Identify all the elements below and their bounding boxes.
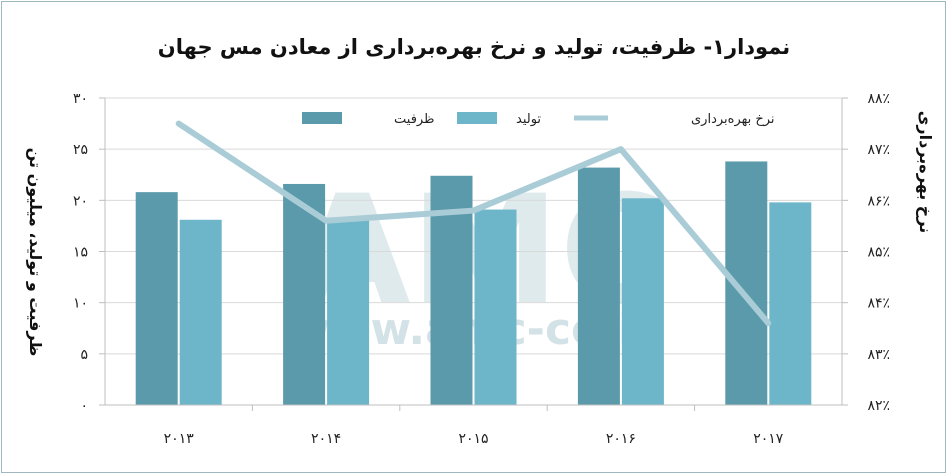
x-tick-label: ۲۰۱۳: [164, 431, 195, 447]
bars: [135, 161, 812, 405]
chart-title: نمودار۱- ظرفیت، تولید و نرخ بهره‌برداری …: [158, 35, 790, 59]
bar-production: [769, 202, 812, 405]
legend: ظرفیت تولید نرخ بهره‌برداری: [302, 112, 775, 127]
legend-swatch-production: [457, 112, 497, 124]
bar-capacity: [135, 192, 178, 405]
bar-capacity: [283, 183, 326, 405]
y2-tick-label: ۸۷٪: [867, 142, 890, 158]
bar-capacity: [577, 167, 620, 405]
y-tick-label: ۰: [80, 398, 88, 414]
y-tick-label: ۳۰: [73, 91, 88, 107]
y-tick-label: ۲۵: [73, 142, 88, 158]
y2-tick-label: ۸۸٪: [867, 91, 890, 107]
legend-label: ظرفیت: [394, 112, 434, 127]
grid-lines: [105, 97, 842, 355]
y-tick-label: ۵: [80, 347, 88, 363]
x-tick-label: ۲۰۱۶: [606, 431, 636, 447]
x-tick-label: ۲۰۱۷: [753, 431, 784, 447]
y2-tick-label: ۸۲٪: [867, 398, 890, 414]
y-tick-label: ۱۵: [73, 245, 88, 261]
bar-production: [621, 198, 664, 405]
y2-tick-label: ۸۳٪: [867, 347, 890, 363]
y-axis-title: ظرفیت و تولید، میلیون تن: [26, 148, 45, 357]
bar-production: [179, 219, 222, 405]
axes: ۰ ۵ ۱۰ ۱۵ ۲۰ ۲۵ ۳۰ ۸۲٪ ۸۳٪ ۸۴٪ ۸۵٪ ۸۶٪ ۸۷٪ ۸۸٪ ۲۰۱۳ ۲۰۱…: [26, 91, 935, 447]
legend-label: تولید: [516, 112, 541, 127]
x-tick-label: ۲۰۱۴: [311, 431, 341, 447]
y2-tick-label: ۸۶٪: [867, 193, 890, 209]
legend-swatch-capacity: [302, 112, 342, 124]
y-tick-label: ۱۰: [73, 296, 88, 312]
utilization-line: [175, 120, 772, 327]
x-tick-label: ۲۰۱۵: [458, 431, 488, 447]
y2-tick-label: ۸۴٪: [867, 296, 890, 312]
y2-axis-title: نرخ بهره‌برداری: [916, 111, 935, 234]
bar-production: [474, 209, 517, 405]
y-tick-label: ۲۰: [73, 193, 88, 209]
y2-tick-label: ۸۵٪: [867, 245, 890, 261]
legend-label: نرخ بهره‌برداری: [691, 112, 775, 127]
bar-production: [327, 217, 370, 405]
